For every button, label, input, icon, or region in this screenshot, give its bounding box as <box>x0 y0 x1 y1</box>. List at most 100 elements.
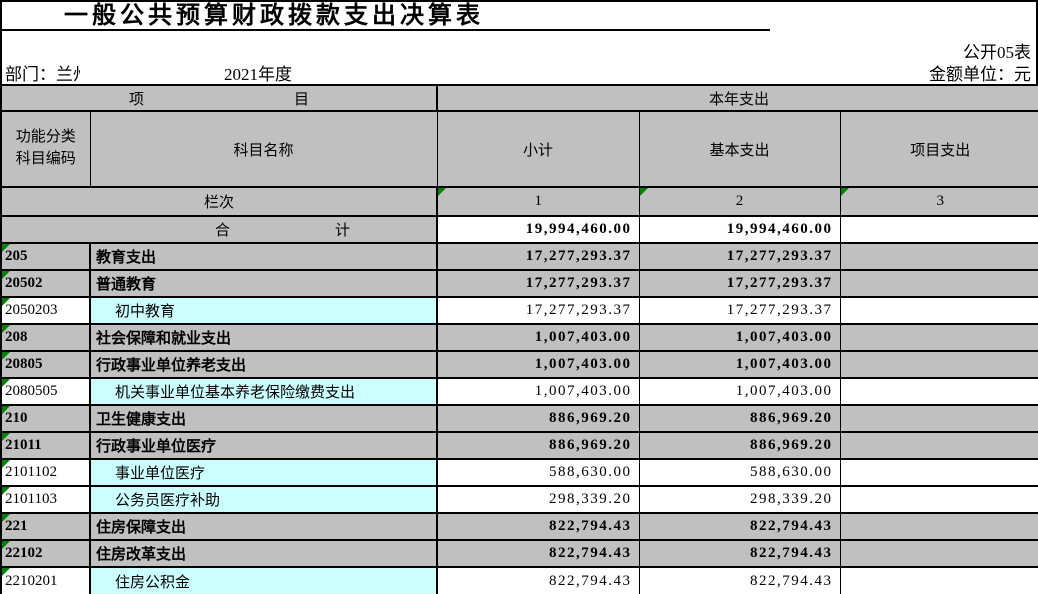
cell-subject-name[interactable]: 教育支出 <box>88 242 439 271</box>
cell-basic-expenditure[interactable]: 17,277,293.37 <box>638 269 841 298</box>
error-indicator-icon <box>3 434 10 441</box>
cell-subject-name[interactable]: 住房公积金 <box>88 566 439 594</box>
cell-subtotal[interactable]: 822,794.43 <box>436 539 640 568</box>
cell-project-expenditure[interactable] <box>839 377 1038 406</box>
cell-project-expenditure[interactable] <box>839 431 1038 460</box>
cell-subject-name[interactable]: 住房改革支出 <box>88 539 439 568</box>
cell-subtotal[interactable]: 17,277,293.37 <box>436 296 640 325</box>
cell-basic-expenditure[interactable]: 17,277,293.37 <box>638 242 841 271</box>
error-indicator-icon <box>3 407 10 414</box>
cell-function-code[interactable]: 221 <box>1 512 91 541</box>
error-indicator-icon <box>3 569 10 576</box>
error-indicator-icon <box>3 461 10 468</box>
cell-function-code[interactable]: 2210201 <box>1 566 91 594</box>
cell-basic-expenditure[interactable]: 17,277,293.37 <box>638 296 841 325</box>
cell-basic-expenditure[interactable]: 886,969.20 <box>638 404 841 433</box>
cell-subtotal[interactable]: 298,339.20 <box>436 485 640 514</box>
cell-basic-expenditure[interactable]: 298,339.20 <box>638 485 841 514</box>
cell-project-expenditure[interactable] <box>839 458 1038 487</box>
header-rank-cell[interactable]: 栏次 <box>0 186 439 217</box>
header-project-expenditure-cell[interactable]: 项目支出 <box>839 110 1038 188</box>
cell-function-code[interactable]: 20502 <box>1 269 91 298</box>
cell-project-expenditure[interactable] <box>839 512 1038 541</box>
cell-function-code[interactable]: 208 <box>1 323 91 352</box>
cell-basic-expenditure[interactable]: 1,007,403.00 <box>638 377 841 406</box>
cell-subtotal[interactable]: 1,007,403.00 <box>436 377 640 406</box>
total-row: 合 计 19,994,460.00 19,994,460.00 <box>0 215 1038 244</box>
cell-subject-name[interactable]: 行政事业单位医疗 <box>88 431 439 460</box>
header-current-year-group-cell[interactable]: 本年支出 <box>436 85 1038 112</box>
cell-subtotal[interactable]: 17,277,293.37 <box>436 242 640 271</box>
cell-project-expenditure[interactable] <box>839 296 1038 325</box>
cell-project-expenditure[interactable] <box>839 323 1038 352</box>
cell-subject-name[interactable]: 公务员医疗补助 <box>88 485 439 514</box>
total-basic-expenditure-cell[interactable]: 19,994,460.00 <box>638 215 841 244</box>
total-subtotal-cell[interactable]: 19,994,460.00 <box>436 215 640 244</box>
cell-project-expenditure[interactable] <box>839 404 1038 433</box>
table-row-22102: 22102 住房改革支出 822,794.43 822,794.43 <box>1 539 1038 568</box>
cell-project-expenditure[interactable] <box>839 350 1038 379</box>
header-function-code-cell[interactable]: 功能分类 科目编码 <box>1 110 91 188</box>
cell-function-code[interactable]: 22102 <box>1 539 91 568</box>
cell-project-expenditure[interactable] <box>839 539 1038 568</box>
cell-basic-expenditure[interactable]: 822,794.43 <box>638 566 841 594</box>
cell-basic-expenditure[interactable]: 1,007,403.00 <box>638 350 841 379</box>
cell-function-code[interactable]: 210 <box>1 404 91 433</box>
department-clipped-text: 州 <box>73 60 80 85</box>
cell-project-expenditure[interactable] <box>839 485 1038 514</box>
cell-function-code[interactable]: 2101103 <box>1 485 91 514</box>
col-number: 2 <box>735 193 744 209</box>
amount-unit-label: 金额单位：元 <box>929 65 1031 84</box>
cell-subtotal[interactable]: 822,794.43 <box>436 512 640 541</box>
cell-subject-name[interactable]: 普通教育 <box>88 269 439 298</box>
cell-project-expenditure[interactable] <box>839 269 1038 298</box>
cell-subject-name[interactable]: 卫生健康支出 <box>88 404 439 433</box>
error-indicator-icon <box>3 326 10 333</box>
table-row-21011: 21011 行政事业单位医疗 886,969.20 886,969.20 <box>1 431 1038 460</box>
table-row-210: 210 卫生健康支出 886,969.20 886,969.20 <box>1 404 1038 433</box>
cell-subtotal[interactable]: 17,277,293.37 <box>436 269 640 298</box>
function-code-line2: 科目编码 <box>15 151 76 167</box>
cell-subject-name[interactable]: 初中教育 <box>88 296 439 325</box>
cell-function-code[interactable]: 20805 <box>1 350 91 379</box>
cell-subtotal[interactable]: 588,630.00 <box>436 458 640 487</box>
cell-subtotal[interactable]: 1,007,403.00 <box>436 350 640 379</box>
cell-project-expenditure[interactable] <box>839 566 1038 594</box>
cell-subject-name[interactable]: 社会保障和就业支出 <box>88 323 439 352</box>
cell-subject-name[interactable]: 行政事业单位养老支出 <box>88 350 439 379</box>
cell-basic-expenditure[interactable]: 822,794.43 <box>638 512 841 541</box>
cell-basic-expenditure[interactable]: 822,794.43 <box>638 539 841 568</box>
report-header: 一般公共预算财政拨款支出决算表 公开05表 部门：兰州 2021年度 金额单位：… <box>2 2 1036 86</box>
cell-subject-name[interactable]: 机关事业单位基本养老保险缴费支出 <box>88 377 439 406</box>
header-subtotal-cell[interactable]: 小计 <box>436 110 640 188</box>
table-row-20805: 20805 行政事业单位养老支出 1,007,403.00 1,007,403.… <box>1 350 1038 379</box>
table-row-2101103: 2101103 公务员医疗补助 298,339.20 298,339.20 <box>1 485 1038 514</box>
header-col-3-cell[interactable]: 3 <box>839 186 1038 217</box>
error-indicator-icon <box>841 189 849 196</box>
cell-function-code[interactable]: 2080505 <box>1 377 91 406</box>
cell-subtotal[interactable]: 886,969.20 <box>436 431 640 460</box>
cell-subject-name[interactable]: 事业单位医疗 <box>88 458 439 487</box>
header-col-1-cell[interactable]: 1 <box>436 186 640 217</box>
department-text: 部门：兰 <box>5 65 73 84</box>
cell-basic-expenditure[interactable]: 1,007,403.00 <box>638 323 841 352</box>
cell-subtotal[interactable]: 1,007,403.00 <box>436 323 640 352</box>
cell-subject-name[interactable]: 住房保障支出 <box>88 512 439 541</box>
header-basic-expenditure-cell[interactable]: 基本支出 <box>638 110 841 188</box>
header-col-2-cell[interactable]: 2 <box>638 186 841 217</box>
cell-subtotal[interactable]: 886,969.20 <box>436 404 640 433</box>
header-row-groups: 项 目 本年支出 <box>0 85 1038 112</box>
function-code-line1: 功能分类 <box>15 129 76 146</box>
cell-function-code[interactable]: 2101102 <box>1 458 91 487</box>
header-subject-name-cell[interactable]: 科目名称 <box>89 110 438 188</box>
cell-basic-expenditure[interactable]: 588,630.00 <box>638 458 841 487</box>
header-project-group-cell[interactable]: 项 目 <box>0 85 439 112</box>
total-project-expenditure-cell[interactable] <box>839 215 1038 244</box>
cell-function-code[interactable]: 205 <box>1 242 91 271</box>
cell-subtotal[interactable]: 822,794.43 <box>436 566 640 594</box>
cell-function-code[interactable]: 21011 <box>1 431 91 460</box>
cell-project-expenditure[interactable] <box>839 242 1038 271</box>
cell-function-code[interactable]: 2050203 <box>1 296 91 325</box>
cell-basic-expenditure[interactable]: 886,969.20 <box>638 431 841 460</box>
total-label-cell[interactable]: 合 计 <box>0 215 439 244</box>
